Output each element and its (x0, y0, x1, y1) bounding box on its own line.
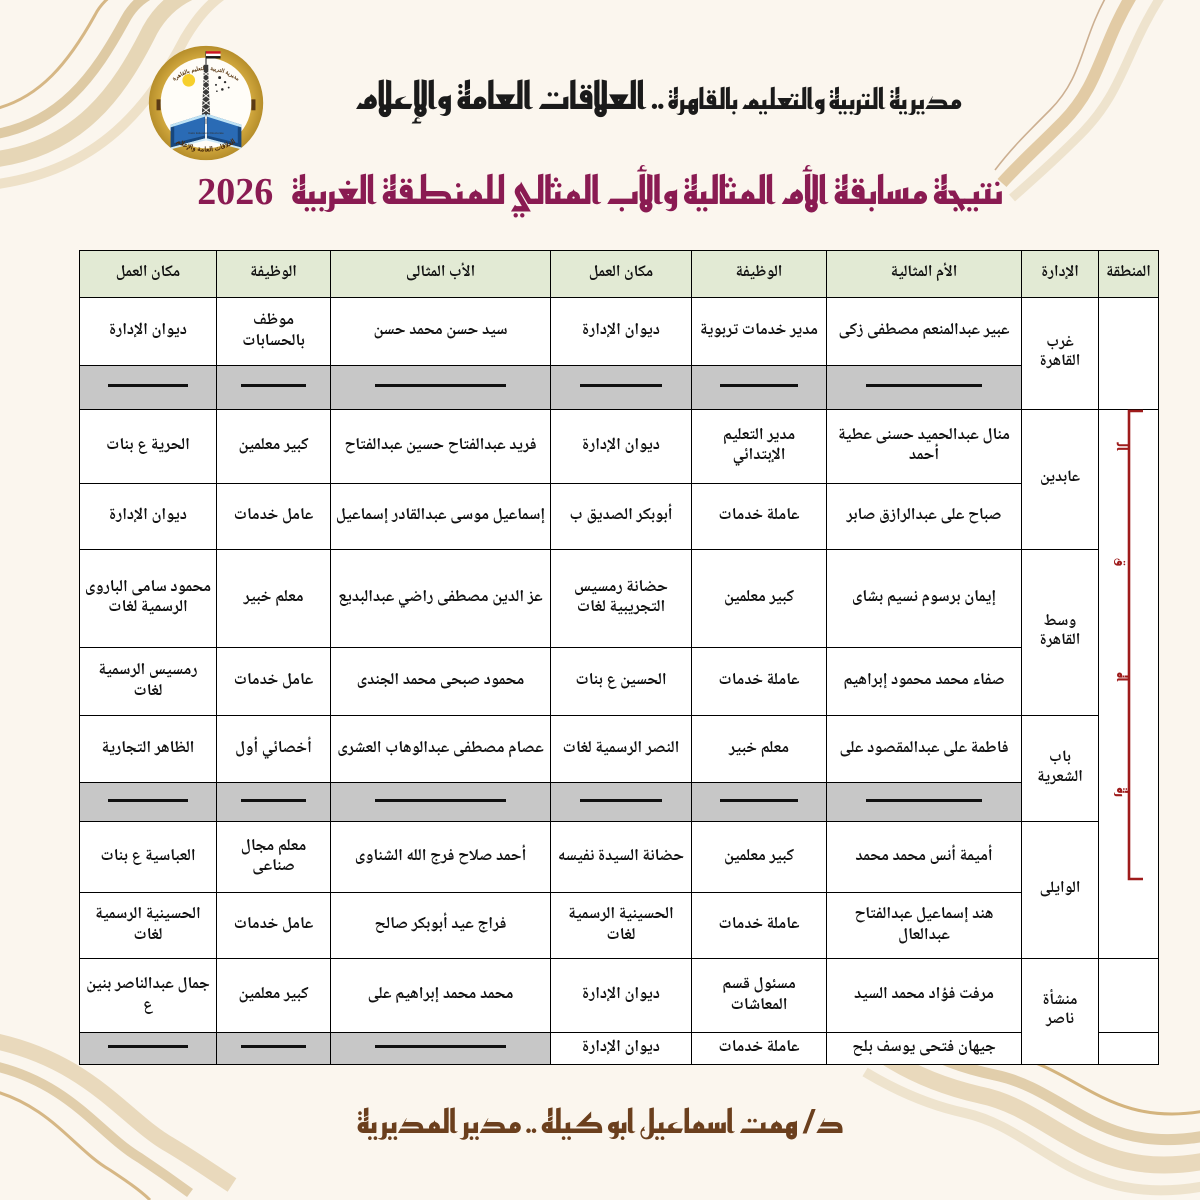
svg-text:اﻟ: اﻟ (1111, 442, 1134, 452)
svg-text:Cairo Education Directorate: Cairo Education Directorate (188, 131, 224, 135)
svg-text:اه: اه (1111, 672, 1134, 682)
svg-text:رة: رة (1111, 787, 1134, 796)
svg-text:ق: ق (1111, 558, 1134, 566)
